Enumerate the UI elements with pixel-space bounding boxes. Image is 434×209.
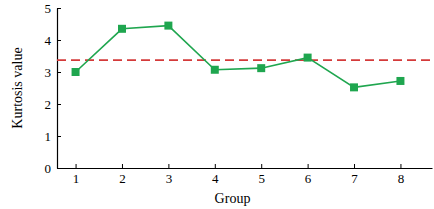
data-point (164, 22, 172, 30)
data-point (257, 64, 265, 72)
y-tick: 0 (45, 161, 62, 176)
y-tick-label: 3 (45, 65, 52, 80)
y-tick-label: 1 (45, 129, 52, 144)
x-tick-label: 8 (398, 171, 405, 186)
data-point (72, 68, 80, 76)
y-tick-mark (57, 72, 61, 73)
x-tick: 4 (212, 164, 219, 186)
y-tick-mark (57, 8, 61, 9)
y-tick-label: 4 (45, 33, 52, 48)
x-tick-label: 4 (212, 171, 219, 186)
y-tick: 3 (45, 65, 62, 80)
x-tick-mark (122, 164, 123, 168)
x-axis: 1 2 3 4 5 6 7 8 (58, 164, 433, 186)
x-tick-label: 3 (166, 171, 173, 186)
x-tick-mark (168, 164, 169, 168)
y-tick: 2 (45, 97, 62, 112)
x-tick: 6 (305, 164, 312, 186)
x-tick-mark (76, 164, 77, 168)
x-tick: 8 (398, 164, 405, 186)
data-point (350, 83, 358, 91)
x-tick: 3 (166, 164, 173, 186)
y-tick-label: 5 (45, 1, 52, 16)
data-point (211, 66, 219, 74)
x-tick: 1 (73, 164, 80, 186)
data-point (304, 54, 312, 62)
y-tick: 5 (45, 1, 62, 16)
y-tick-mark (57, 104, 61, 105)
y-tick: 1 (45, 129, 62, 144)
x-tick-label: 5 (258, 171, 265, 186)
data-point (396, 77, 404, 85)
y-tick: 4 (45, 33, 62, 48)
x-tick-mark (215, 164, 216, 168)
reference-line (57, 59, 432, 61)
y-axis: 0 1 2 3 4 5 (45, 1, 62, 176)
y-axis-title: Kurtosis value (10, 47, 25, 128)
y-tick-mark (57, 40, 61, 41)
y-axis-line (57, 9, 58, 169)
x-tick-mark (354, 164, 355, 168)
x-tick-label: 1 (73, 171, 80, 186)
y-tick-mark (57, 136, 61, 137)
plot: 1 2 3 4 5 6 7 8 0 1 2 3 4 5 (45, 1, 433, 187)
x-tick-label: 2 (119, 171, 126, 186)
x-tick: 5 (258, 164, 265, 186)
x-axis-line (58, 168, 433, 169)
x-tick-mark (261, 164, 262, 168)
x-tick-label: 6 (305, 171, 312, 186)
x-tick: 7 (351, 164, 358, 186)
data-point (118, 25, 126, 33)
x-tick-mark (308, 164, 309, 168)
x-tick-label: 7 (351, 171, 358, 186)
data-line (76, 26, 401, 88)
x-tick-mark (400, 164, 401, 168)
y-tick-mark (57, 168, 61, 169)
y-tick-label: 2 (45, 97, 52, 112)
x-axis-title: Group (215, 191, 251, 206)
marks (57, 22, 432, 92)
x-tick: 2 (119, 164, 126, 186)
y-tick-label: 0 (45, 161, 52, 176)
